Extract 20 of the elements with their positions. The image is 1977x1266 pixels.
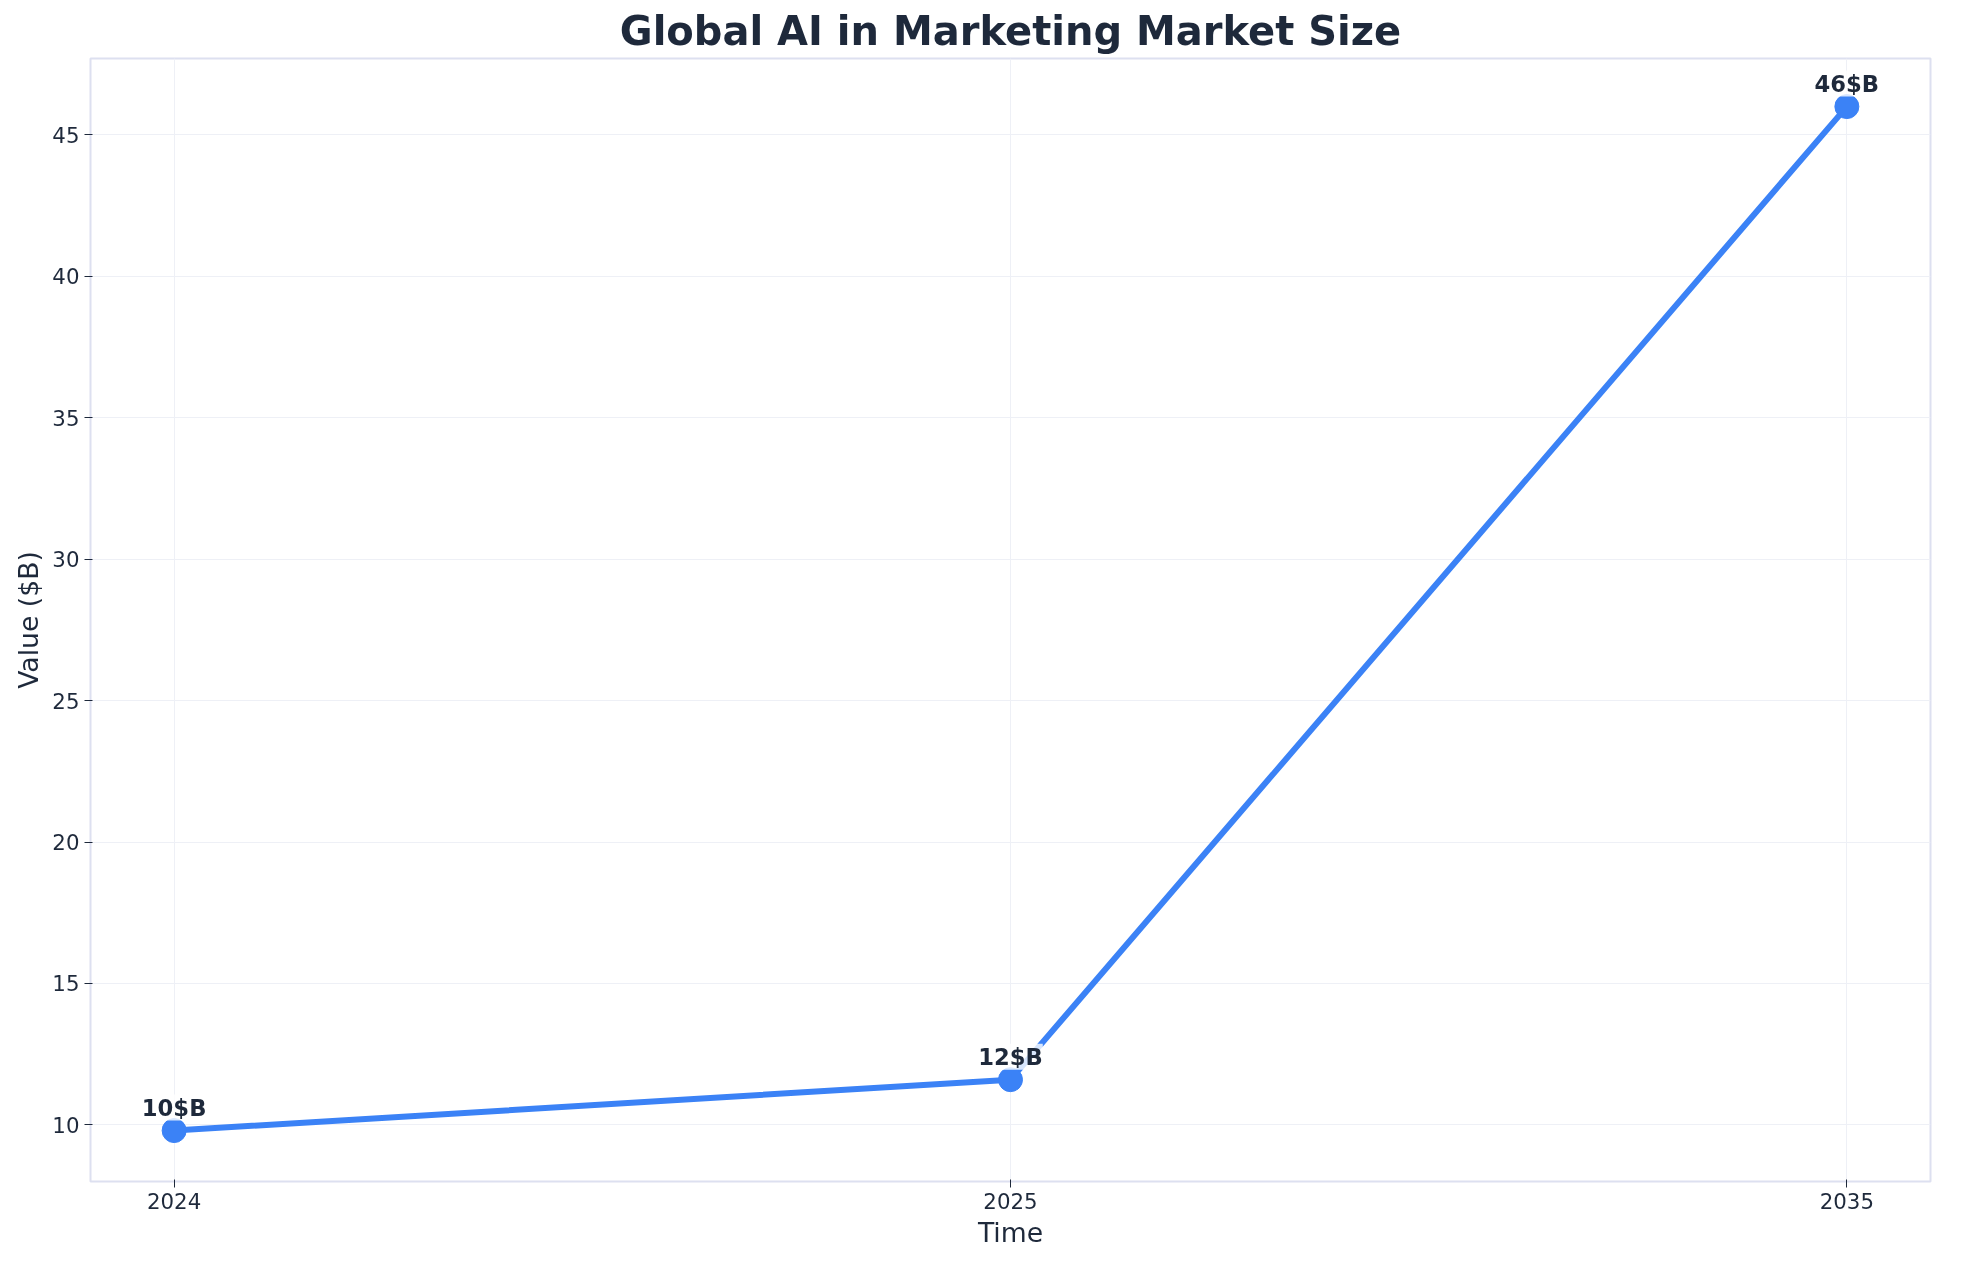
x-tick-label: 2035 — [1819, 1188, 1875, 1214]
x-tick-label: 2025 — [983, 1188, 1038, 1214]
x-tick-label: 2024 — [147, 1188, 202, 1214]
point — [161, 1118, 187, 1144]
y-tick-label: 40 — [52, 264, 80, 290]
y-axis-title: Value ($B) — [13, 551, 45, 689]
data-label: 46$B — [1814, 70, 1880, 97]
chart-title: Global AI in Marketing Market Size — [619, 7, 1402, 54]
y-tick-label: 25 — [52, 688, 80, 714]
point — [1834, 94, 1860, 120]
y-tick-label: 45 — [52, 122, 80, 148]
y-tick-label: 20 — [52, 830, 80, 856]
data-label: 12$B — [978, 1043, 1043, 1070]
y-tick-label: 10 — [52, 1112, 80, 1138]
y-tick-label: 30 — [52, 547, 80, 573]
x-axis-title: Time — [976, 1216, 1044, 1248]
y-tick-label: 15 — [52, 971, 80, 997]
y-tick-label: 35 — [52, 405, 80, 431]
data-label: 10$B — [141, 1094, 207, 1121]
point — [998, 1067, 1023, 1093]
